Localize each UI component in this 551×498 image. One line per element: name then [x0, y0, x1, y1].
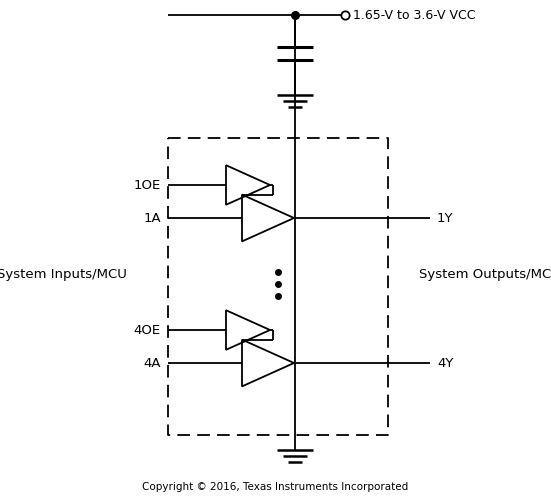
Text: 4OE: 4OE — [134, 324, 161, 337]
Text: System Inputs/MCU: System Inputs/MCU — [0, 267, 127, 280]
Text: 1A: 1A — [143, 212, 161, 225]
Text: System Outputs/MCU: System Outputs/MCU — [419, 267, 551, 280]
Text: 4Y: 4Y — [437, 357, 453, 370]
Text: 1Y: 1Y — [437, 212, 453, 225]
Text: 4A: 4A — [143, 357, 161, 370]
Text: 1.65-V to 3.6-V VCC: 1.65-V to 3.6-V VCC — [353, 8, 476, 21]
Text: Copyright © 2016, Texas Instruments Incorporated: Copyright © 2016, Texas Instruments Inco… — [142, 482, 409, 492]
Text: 1OE: 1OE — [134, 178, 161, 192]
